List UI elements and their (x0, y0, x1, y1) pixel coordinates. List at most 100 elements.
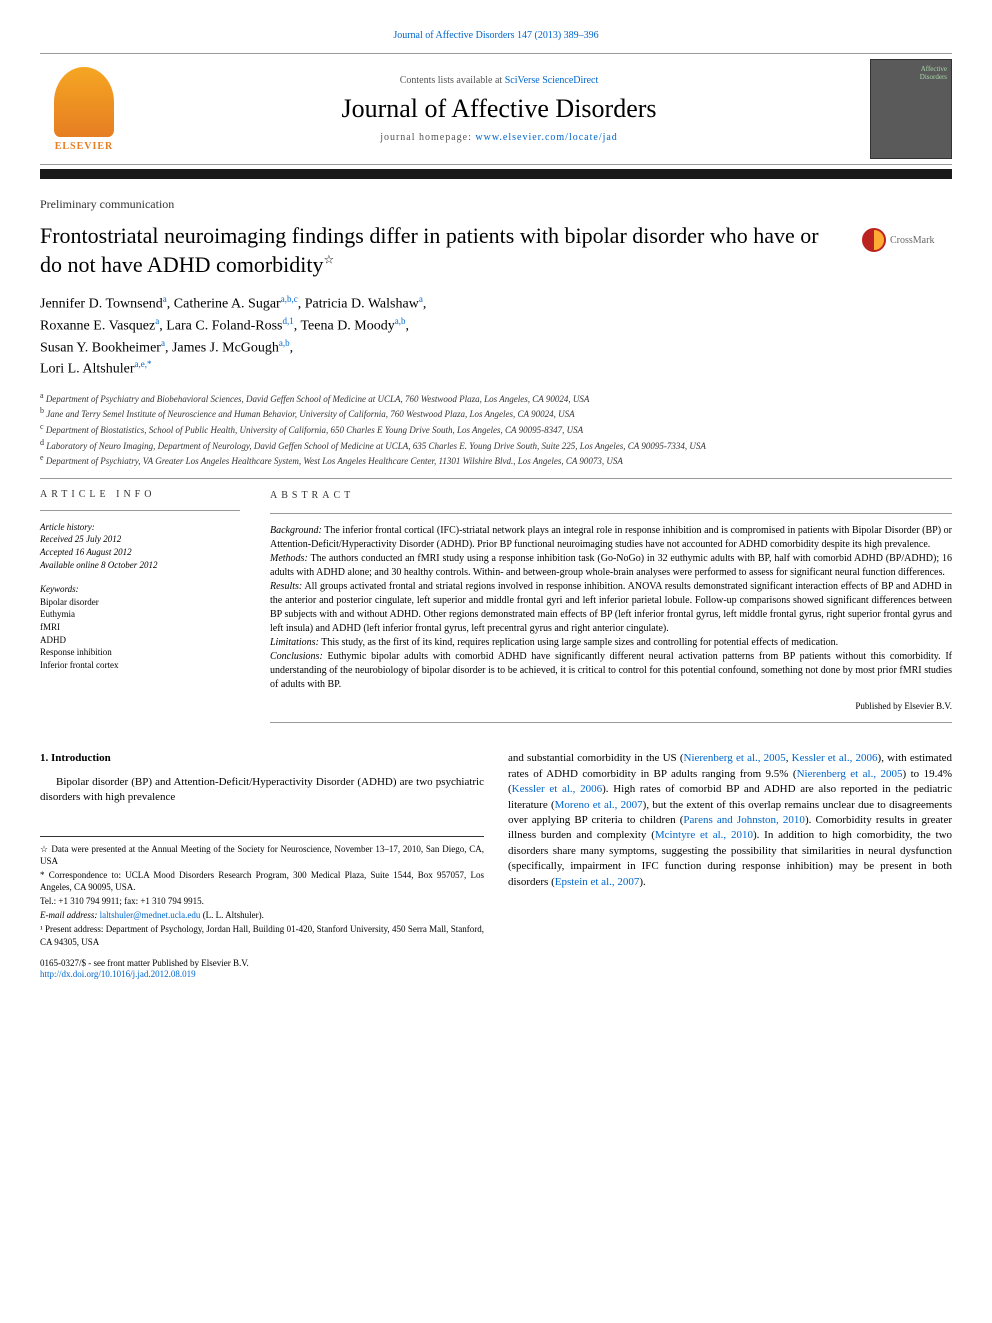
history-online: Available online 8 October 2012 (40, 559, 240, 572)
body-paragraph: and substantial comorbidity in the US (N… (508, 751, 952, 890)
author-list: Jennifer D. Townsenda, Catherine A. Suga… (40, 293, 952, 380)
footnote-tel: Tel.: +1 310 794 9911; fax: +1 310 794 9… (40, 895, 484, 907)
title-text: Frontostriatal neuroimaging findings dif… (40, 223, 819, 277)
author: Patricia D. Walshaw (305, 297, 419, 312)
contents-line: Contents lists available at SciVerse Sci… (128, 75, 870, 86)
sciencedirect-link[interactable]: SciVerse ScienceDirect (505, 75, 599, 86)
history-received: Received 25 July 2012 (40, 533, 240, 546)
doi-link[interactable]: http://dx.doi.org/10.1016/j.jad.2012.08.… (40, 969, 196, 979)
author-sup[interactable]: a (419, 294, 423, 304)
author: Jennifer D. Townsend (40, 297, 163, 312)
elsevier-tree-icon (54, 67, 114, 137)
author: Susan Y. Bookheimer (40, 340, 161, 355)
divider (40, 510, 240, 511)
citation-link[interactable]: Nierenberg et al., 2005 (797, 768, 903, 780)
email-suffix: (L. L. Altshuler). (200, 910, 264, 920)
article-info-heading: ARTICLE INFO (40, 489, 240, 500)
author-sup[interactable]: a,e,* (135, 359, 152, 369)
keyword: Bipolar disorder (40, 596, 240, 609)
abstract-label: Conclusions: (270, 651, 323, 662)
footnote: ☆ Data were presented at the Annual Meet… (40, 843, 484, 867)
body-column-right: and substantial comorbidity in the US (N… (508, 751, 952, 981)
divider (270, 722, 952, 723)
author: James J. McGough (172, 340, 279, 355)
footnote-email: E-mail address: laltshuler@mednet.ucla.e… (40, 909, 484, 921)
author: Roxanne E. Vasquez (40, 319, 155, 334)
crossmark-label: CrossMark (890, 235, 934, 246)
citation-link[interactable]: Moreno et al., 2007 (555, 799, 643, 811)
citation-link[interactable]: Parens and Johnston, 2010 (683, 814, 805, 826)
body-text: ). (639, 876, 645, 888)
body-paragraph: Bipolar disorder (BP) and Attention-Defi… (40, 775, 484, 806)
divider (270, 513, 952, 514)
author: Lara C. Foland-Ross (166, 319, 282, 334)
keywords: Keywords: Bipolar disorder Euthymia fMRI… (40, 583, 240, 671)
email-label: E-mail address: (40, 910, 100, 920)
keyword: Euthymia (40, 608, 240, 621)
author-sup[interactable]: a,b (395, 316, 406, 326)
keyword: ADHD (40, 634, 240, 647)
author-sup[interactable]: d,1 (282, 316, 293, 326)
journal-citation-link[interactable]: Journal of Affective Disorders 147 (2013… (40, 30, 952, 41)
article-type: Preliminary communication (40, 197, 952, 212)
masthead-bar (40, 169, 952, 179)
keyword: fMRI (40, 621, 240, 634)
citation-link[interactable]: Kessler et al., 2006 (512, 783, 602, 795)
keywords-header: Keywords: (40, 583, 240, 596)
footnote-present-address: ¹ Present address: Department of Psychol… (40, 923, 484, 947)
crossmark-icon (862, 228, 886, 252)
footnotes: ☆ Data were presented at the Annual Meet… (40, 836, 484, 948)
abstract-label: Methods: (270, 553, 308, 564)
masthead: ELSEVIER Contents lists available at Sci… (40, 53, 952, 165)
affiliations: a Department of Psychiatry and Biobehavi… (40, 390, 952, 468)
author-sup[interactable]: a (161, 338, 165, 348)
body-column-left: 1. Introduction Bipolar disorder (BP) an… (40, 751, 484, 981)
abstract-label: Results: (270, 581, 302, 592)
author: Catherine A. Sugar (174, 297, 281, 312)
divider (40, 478, 952, 479)
journal-cover-thumbnail[interactable]: Affective Disorders (870, 59, 952, 159)
copyright-line: 0165-0327/$ - see front matter Published… (40, 958, 484, 970)
affiliation: Department of Biostatistics, School of P… (46, 425, 583, 435)
author-sup[interactable]: a,b (279, 338, 290, 348)
affiliation: Jane and Terry Semel Institute of Neuros… (46, 409, 574, 419)
author-sup[interactable]: a,b,c (281, 294, 298, 304)
abstract-text: Euthymic bipolar adults with comorbid AD… (270, 651, 952, 690)
author-sup[interactable]: a (155, 316, 159, 326)
citation-link[interactable]: Mcintyre et al., 2010 (655, 829, 753, 841)
history-accepted: Accepted 16 August 2012 (40, 546, 240, 559)
email-link[interactable]: laltshuler@mednet.ucla.edu (100, 910, 201, 920)
elsevier-label: ELSEVIER (55, 141, 114, 152)
author: Lori L. Altshuler (40, 362, 135, 377)
crossmark-button[interactable]: CrossMark (862, 228, 952, 252)
history-header: Article history: (40, 521, 240, 534)
abstract-label: Background: (270, 525, 322, 536)
contents-prefix: Contents lists available at (400, 75, 505, 86)
affiliation: Department of Psychiatry, VA Greater Los… (46, 456, 623, 466)
affiliation: Laboratory of Neuro Imaging, Department … (46, 441, 706, 451)
homepage-prefix: journal homepage: (380, 132, 475, 143)
body-text: and substantial comorbidity in the US ( (508, 752, 684, 764)
masthead-center: Contents lists available at SciVerse Sci… (128, 67, 870, 151)
abstract-text: The authors conducted an fMRI study usin… (270, 553, 952, 578)
keyword: Inferior frontal cortex (40, 659, 240, 672)
abstract-text: All groups activated frontal and striata… (270, 581, 952, 634)
journal-name: Journal of Affective Disorders (128, 94, 870, 124)
author-sup[interactable]: a (163, 294, 167, 304)
cover-label: Affective Disorders (920, 66, 947, 81)
footnote-correspondence: * Correspondence to: UCLA Mood Disorders… (40, 869, 484, 893)
homepage-link[interactable]: www.elsevier.com/locate/jad (475, 132, 617, 143)
title-footnote-marker: ☆ (324, 252, 335, 266)
citation-link[interactable]: Epstein et al., 2007 (555, 876, 640, 888)
copyright: 0165-0327/$ - see front matter Published… (40, 958, 484, 981)
affiliation: Department of Psychiatry and Biobehavior… (46, 394, 590, 404)
abstract-label: Limitations: (270, 637, 319, 648)
citation-link[interactable]: Kessler et al., 2006 (792, 752, 878, 764)
citation-link[interactable]: Nierenberg et al., 2005 (684, 752, 786, 764)
keyword: Response inhibition (40, 646, 240, 659)
publisher-note: Published by Elsevier B.V. (270, 700, 952, 713)
abstract-text: This study, as the first of its kind, re… (319, 637, 838, 648)
abstract-text: The inferior frontal cortical (IFC)-stri… (270, 525, 952, 550)
elsevier-logo[interactable]: ELSEVIER (40, 54, 128, 164)
article-info: ARTICLE INFO Article history: Received 2… (40, 489, 240, 734)
